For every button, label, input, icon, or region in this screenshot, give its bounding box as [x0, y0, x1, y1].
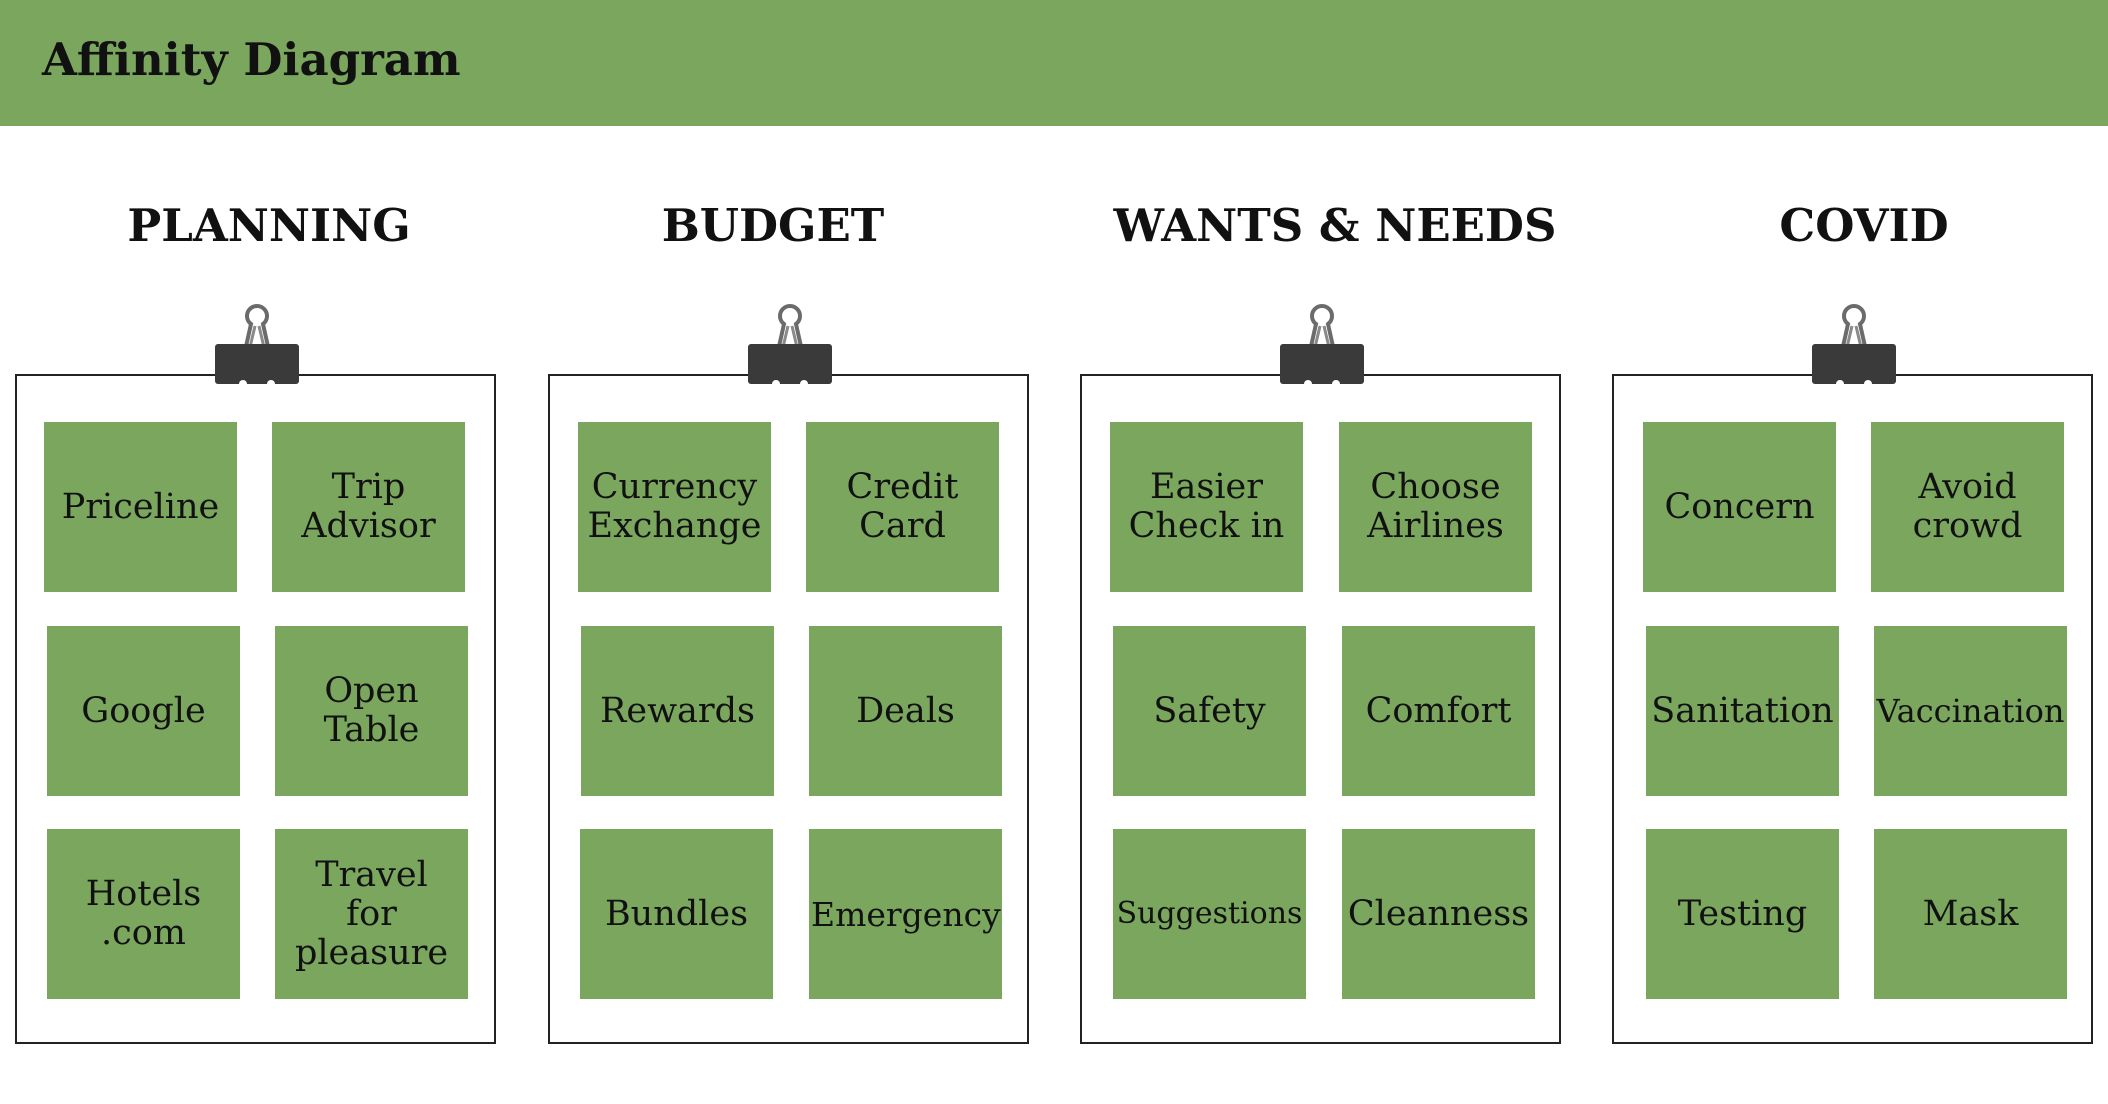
sticky-note: Travel for pleasure — [275, 829, 468, 999]
sticky-note: Emergency — [809, 829, 1002, 999]
sticky-note: Hotels .com — [47, 829, 240, 999]
sticky-note: Easier Check in — [1110, 422, 1303, 592]
note-label: Easier Check in — [1128, 467, 1285, 546]
sticky-note: Vaccination — [1874, 626, 2067, 796]
column-title-covid: COVID — [1779, 199, 1949, 252]
note-label: Open Table — [323, 671, 420, 750]
column-title-budget: BUDGET — [661, 199, 885, 252]
note-label: Deals — [856, 690, 955, 731]
sticky-note: Mask — [1874, 829, 2067, 999]
note-label: Emergency — [811, 894, 1001, 934]
note-label: Vaccination — [1876, 692, 2065, 730]
note-label: Comfort — [1365, 690, 1512, 731]
sticky-note: Safety — [1113, 626, 1306, 796]
page-title: Affinity Diagram — [42, 33, 461, 86]
sticky-note: Testing — [1646, 829, 1839, 999]
note-label: Trip Advisor — [301, 467, 436, 546]
sticky-note: Bundles — [580, 829, 773, 999]
note-label: Choose Airlines — [1367, 467, 1504, 546]
note-label: Bundles — [604, 893, 749, 934]
note-label: Credit Card — [846, 467, 959, 546]
column-title-wants-needs: WANTS & NEEDS — [1113, 199, 1557, 252]
binder-clip-icon — [1280, 304, 1364, 386]
note-label: Cleanness — [1347, 893, 1530, 934]
binder-clip-icon — [215, 304, 299, 386]
note-label: Google — [81, 690, 206, 731]
sticky-note: Suggestions — [1113, 829, 1306, 999]
header-bar: Affinity Diagram — [0, 0, 2108, 126]
sticky-note: Currency Exchange — [578, 422, 771, 592]
note-label: Suggestions — [1116, 896, 1303, 931]
note-label: Mask — [1922, 893, 2019, 934]
note-label: Hotels .com — [85, 874, 202, 953]
sticky-note: Concern — [1643, 422, 1836, 592]
binder-clip-icon — [748, 304, 832, 386]
sticky-note: Sanitation — [1646, 626, 1839, 796]
sticky-note: Trip Advisor — [272, 422, 465, 592]
sticky-note: Cleanness — [1342, 829, 1535, 999]
sticky-note: Open Table — [275, 626, 468, 796]
note-label: Travel for pleasure — [294, 854, 449, 973]
sticky-note: Rewards — [581, 626, 774, 796]
sticky-note: Comfort — [1342, 626, 1535, 796]
note-label: Rewards — [600, 690, 755, 731]
sticky-note: Google — [47, 626, 240, 796]
note-label: Priceline — [61, 486, 220, 527]
note-label: Concern — [1664, 486, 1815, 527]
binder-clip-icon — [1812, 304, 1896, 386]
sticky-note: Credit Card — [806, 422, 999, 592]
sticky-note: Deals — [809, 626, 1002, 796]
note-label: Avoid crowd — [1912, 467, 2023, 546]
note-label: Currency Exchange — [587, 467, 762, 546]
sticky-note: Avoid crowd — [1871, 422, 2064, 592]
note-label: Sanitation — [1651, 690, 1834, 731]
column-title-planning: PLANNING — [127, 199, 411, 252]
note-label: Testing — [1677, 893, 1808, 934]
note-label: Safety — [1153, 690, 1266, 731]
sticky-note: Choose Airlines — [1339, 422, 1532, 592]
sticky-note: Priceline — [44, 422, 237, 592]
